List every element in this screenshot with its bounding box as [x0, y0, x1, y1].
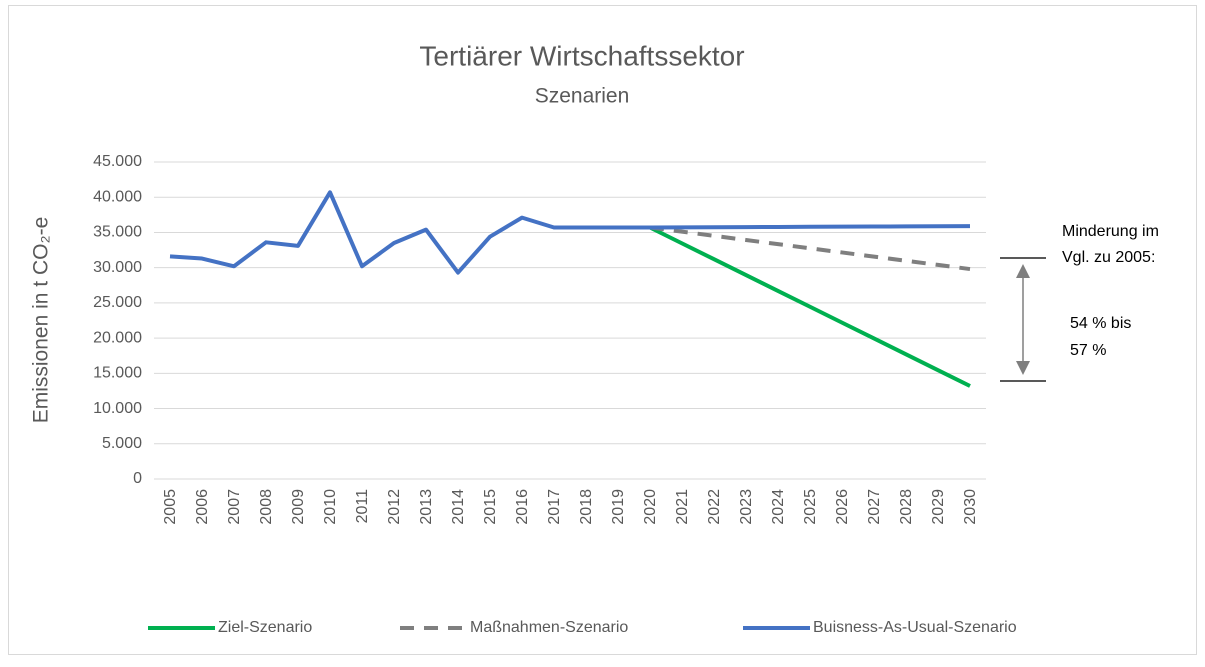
x-tick-label: 2015 [482, 489, 499, 525]
y-tick-label: 40.000 [93, 188, 142, 205]
arrow-head [1016, 264, 1030, 278]
y-tick-label: 0 [133, 470, 142, 487]
y-tick-label: 25.000 [93, 294, 142, 311]
x-tick-label: 2007 [226, 489, 243, 525]
x-tick-label: 2024 [770, 489, 787, 525]
y-axis-label: Emissionen in t CO₂-e [30, 217, 53, 424]
y-tick-label: 45.000 [93, 153, 142, 170]
legend-label: Ziel-Szenario [218, 619, 312, 636]
x-tick-label: 2027 [866, 489, 883, 525]
legend-label: Buisness-As-Usual-Szenario [813, 619, 1017, 636]
x-tick-label: 2030 [962, 489, 979, 525]
x-tick-label: 2022 [706, 489, 723, 525]
x-tick-label: 2006 [194, 489, 211, 525]
x-tick-label: 2025 [802, 489, 819, 525]
x-tick-label: 2020 [642, 489, 659, 525]
x-tick-label: 2021 [674, 489, 691, 525]
y-tick-label: 15.000 [93, 365, 142, 382]
annotation: 54 % bis [1070, 315, 1131, 332]
y-tick-label: 35.000 [93, 224, 142, 241]
chart-subtitle: Szenarien [535, 85, 630, 108]
x-tick-label: 2019 [610, 489, 627, 525]
annotation: 57 % [1070, 342, 1106, 359]
y-tick-label: 10.000 [93, 400, 142, 417]
x-tick-label: 2013 [418, 489, 435, 525]
legend-item: Buisness-As-Usual-Szenario [743, 619, 1017, 636]
annotation: Vgl. zu 2005: [1062, 249, 1155, 266]
x-tick-label: 2028 [898, 489, 915, 525]
y-tick-label: 5.000 [102, 435, 142, 452]
legend-item: Maßnahmen-Szenario [400, 619, 628, 636]
x-tick-label: 2008 [258, 489, 275, 525]
x-tick-label: 2014 [450, 489, 467, 525]
x-tick-label: 2018 [578, 489, 595, 525]
chart-title: Tertiärer Wirtschaftssektor [419, 40, 744, 71]
x-tick-label: 2026 [834, 489, 851, 525]
x-tick-label: 2029 [930, 489, 947, 525]
series-line [649, 225, 971, 388]
x-tick-label: 2017 [546, 489, 563, 525]
x-tick-label: 2009 [290, 489, 307, 525]
x-tick-label: 2010 [322, 489, 339, 525]
x-tick-label: 2016 [514, 489, 531, 525]
legend-item: Ziel-Szenario [148, 619, 312, 636]
x-tick-label: 2012 [386, 489, 403, 525]
x-tick-label: 2005 [162, 489, 179, 525]
x-tick-label: 2011 [354, 489, 371, 524]
chart-border [8, 5, 1197, 655]
legend-label: Maßnahmen-Szenario [470, 619, 628, 636]
y-tick-label: 20.000 [93, 329, 142, 346]
x-tick-label: 2023 [738, 489, 755, 525]
arrow-head [1016, 361, 1030, 375]
annotation: Minderung im [1062, 223, 1159, 240]
annotation-bracket [1000, 257, 1046, 382]
series-line [169, 190, 971, 275]
y-tick-label: 30.000 [93, 259, 142, 276]
series-line [649, 225, 971, 272]
